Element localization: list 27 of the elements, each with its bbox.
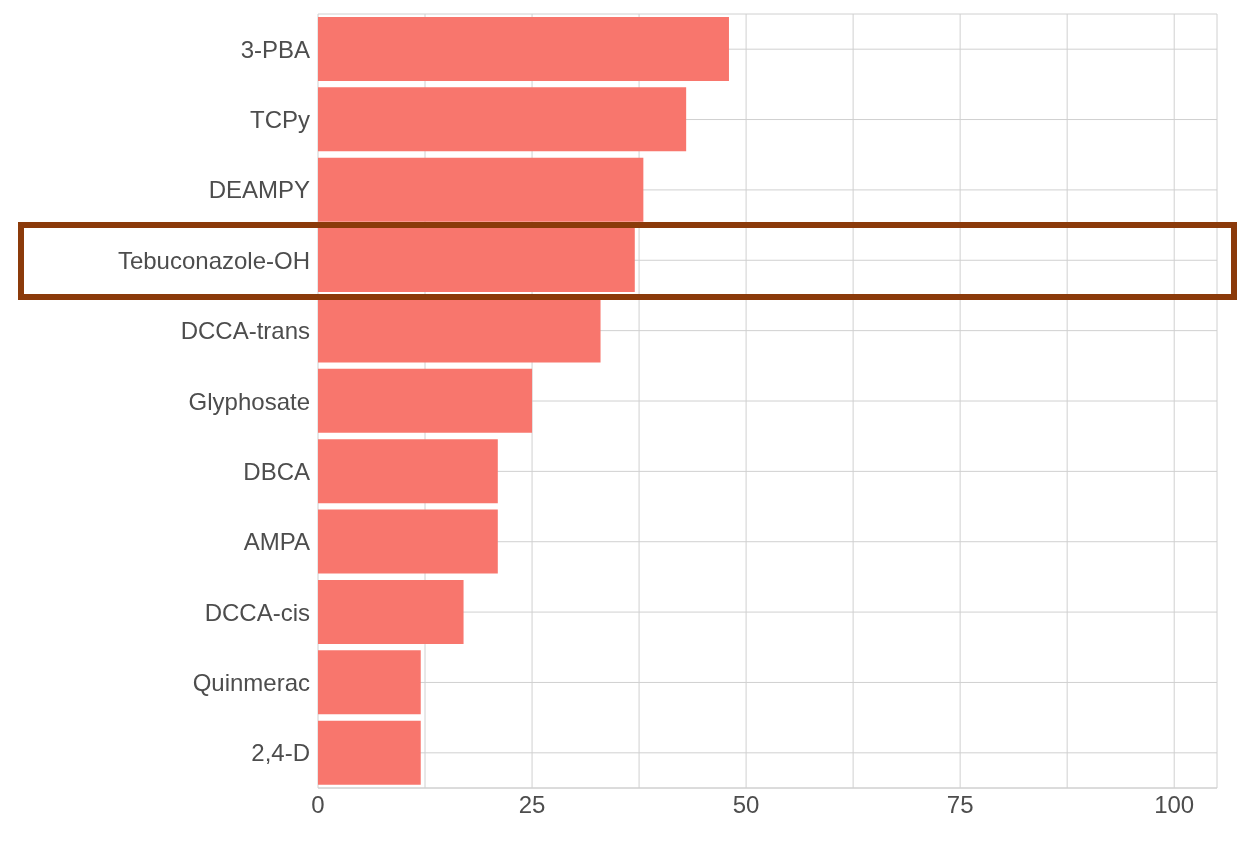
y-tick-label: DEAMPY [208,176,310,204]
y-tick-label: TCPy [250,106,310,134]
y-tick-label: AMPA [243,528,310,556]
x-tick-label: 0 [311,791,325,819]
bar [318,228,635,293]
bar [318,157,644,222]
bar [318,17,729,81]
x-tick-label: 50 [732,791,760,819]
bar [318,720,421,785]
bar [318,439,498,504]
x-tick-label: 25 [518,791,546,819]
y-tick-label: 2,4-D [251,739,310,767]
y-tick-label: DCCA-trans [180,317,310,345]
bar [318,368,533,433]
bar [318,509,498,574]
y-tick-label: DCCA-cis [204,598,310,626]
bar [318,298,601,363]
y-tick-label: 3-PBA [240,35,310,63]
y-tick-label: Tebuconazole-OH [117,246,310,274]
bar [318,579,464,644]
y-tick-label: Quinmerac [192,668,310,696]
x-tick-label: 75 [946,791,974,819]
bar [318,650,421,715]
x-tick-label: 100 [1154,791,1195,819]
y-tick-label: DBCA [243,457,310,485]
bar [318,87,687,152]
y-tick-label: Glyphosate [188,387,310,415]
